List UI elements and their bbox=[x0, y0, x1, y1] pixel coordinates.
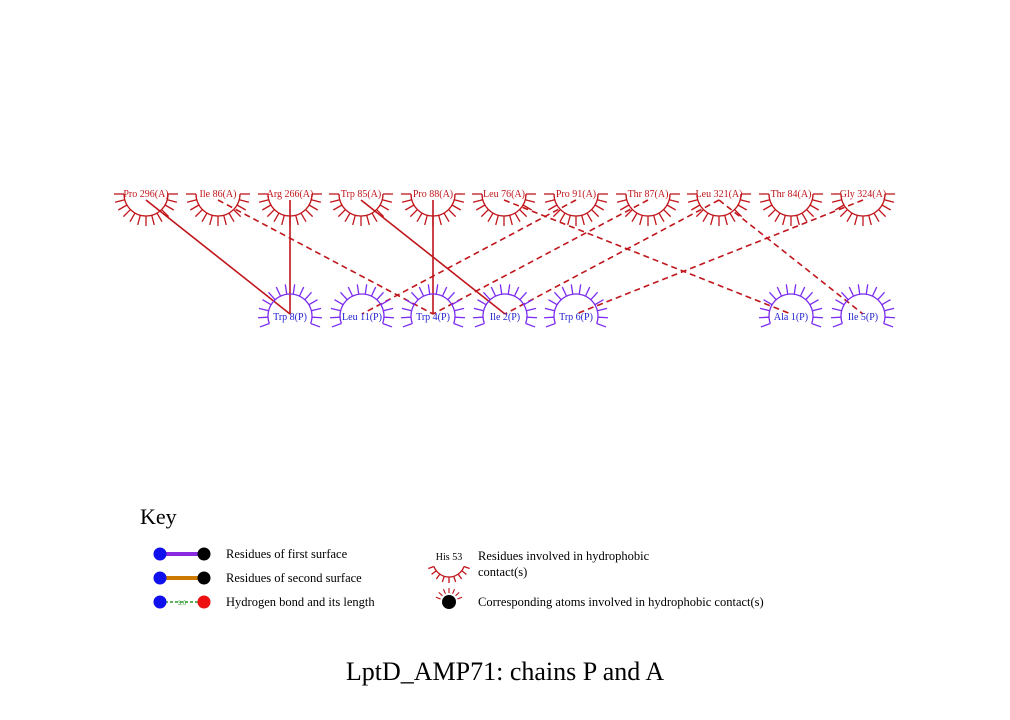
residue-label-trp6: Trp 6(P) bbox=[559, 312, 593, 323]
residue-arc-leu321 bbox=[687, 193, 751, 226]
contact-line-leu321-ile5 bbox=[718, 199, 864, 315]
second-surface-atom-black bbox=[197, 571, 211, 585]
first-surface-atom-blue bbox=[153, 547, 167, 561]
residue-arc-trp6 bbox=[544, 284, 608, 328]
hbond-length-label: 3.0 bbox=[178, 601, 187, 607]
residue-arc-trp85 bbox=[329, 193, 393, 226]
residue-label-pro88: Pro 88(A) bbox=[413, 189, 453, 200]
key-first-surface-label: Residues of first surface bbox=[226, 547, 348, 561]
residue-label-thr87: Thr 87(A) bbox=[628, 189, 669, 200]
residue-arc-arg266 bbox=[258, 193, 322, 226]
residues-layer: Pro 296(A) Ile 86(A) Arg 266(A) Trp 85(A) Pr… bbox=[114, 189, 895, 328]
residue-label-trp8: Trp 8(P) bbox=[273, 312, 307, 323]
key-hydrophobic-line2: contact(s) bbox=[478, 565, 527, 579]
residue-label-ala1: Ala 1(P) bbox=[774, 312, 808, 323]
residue-label-trp85: Trp 85(A) bbox=[341, 189, 381, 200]
residue-arc-leu11 bbox=[330, 284, 394, 328]
residue-arc-leu76 bbox=[472, 193, 536, 226]
contact-line-pro91-leu11 bbox=[361, 199, 577, 315]
residue-arc-ile2 bbox=[473, 284, 537, 328]
key-hydrophobic-line1: Residues involved in hydrophobic bbox=[478, 549, 650, 563]
contact-line-leu321-ile2 bbox=[504, 199, 720, 315]
hbond-atom-blue bbox=[153, 595, 167, 609]
residue-label-arg266: Arg 266(A) bbox=[267, 189, 314, 200]
residue-arc-ile86 bbox=[186, 193, 250, 226]
key-hydrophobic-example-label: His 53 bbox=[436, 552, 462, 563]
residue-arc-pro88 bbox=[401, 193, 465, 226]
residue-arc-trp4 bbox=[401, 284, 465, 328]
residue-label-pro91: Pro 91(A) bbox=[556, 189, 596, 200]
residue-label-gly324: Gly 324(A) bbox=[840, 189, 886, 200]
residue-label-thr84: Thr 84(A) bbox=[771, 189, 812, 200]
residue-label-ile5: Ile 5(P) bbox=[848, 312, 878, 323]
contact-line-thr87-trp4 bbox=[432, 199, 649, 315]
residue-arc-gly324 bbox=[831, 193, 895, 226]
contact-line-pro296-trp8 bbox=[145, 199, 291, 315]
residue-arc-ala1 bbox=[759, 284, 823, 328]
key-arc-shape bbox=[428, 565, 470, 583]
residue-arc-thr87 bbox=[616, 193, 680, 226]
key-hbond-label: Hydrogen bond and its length bbox=[226, 595, 375, 609]
key-second-surface-label: Residues of second surface bbox=[226, 571, 362, 585]
diagram-title: LptD_AMP71: chains P and A bbox=[346, 657, 664, 686]
residue-label-leu11: Leu 11(P) bbox=[342, 312, 382, 323]
residue-label-ile86: Ile 86(A) bbox=[200, 189, 237, 200]
residue-arc-thr84 bbox=[759, 193, 823, 226]
key-title: Key bbox=[140, 504, 177, 529]
contact-line-leu76-ala1 bbox=[503, 199, 792, 315]
first-surface-atom-black bbox=[197, 547, 211, 561]
key-atom-spikes-icon bbox=[435, 588, 463, 600]
residue-label-ile2: Ile 2(P) bbox=[490, 312, 520, 323]
hbond-atom-red bbox=[197, 595, 211, 609]
contacts-layer bbox=[145, 199, 864, 315]
contact-line-gly324-trp6 bbox=[575, 199, 864, 315]
second-surface-atom-blue bbox=[153, 571, 167, 585]
residue-arc-pro91 bbox=[544, 193, 608, 226]
residue-label-pro296: Pro 296(A) bbox=[123, 189, 168, 200]
key-atoms-label: Corresponding atoms involved in hydropho… bbox=[478, 595, 764, 609]
residue-arc-ile5 bbox=[831, 284, 895, 328]
key: Key Residues of first surface Residues o… bbox=[140, 504, 764, 609]
residue-label-leu321: Leu 321(A) bbox=[696, 189, 743, 200]
key-hydrophobic-arc-icon bbox=[428, 565, 470, 583]
residue-arc-trp8 bbox=[258, 284, 322, 328]
contact-line-ile86-trp4 bbox=[217, 199, 434, 315]
residue-label-leu76: Leu 76(A) bbox=[483, 189, 525, 200]
residue-label-trp4: Trp 4(P) bbox=[416, 312, 450, 323]
residue-arc-pro296 bbox=[114, 193, 178, 226]
key-hydrophobic-atom bbox=[442, 595, 456, 609]
